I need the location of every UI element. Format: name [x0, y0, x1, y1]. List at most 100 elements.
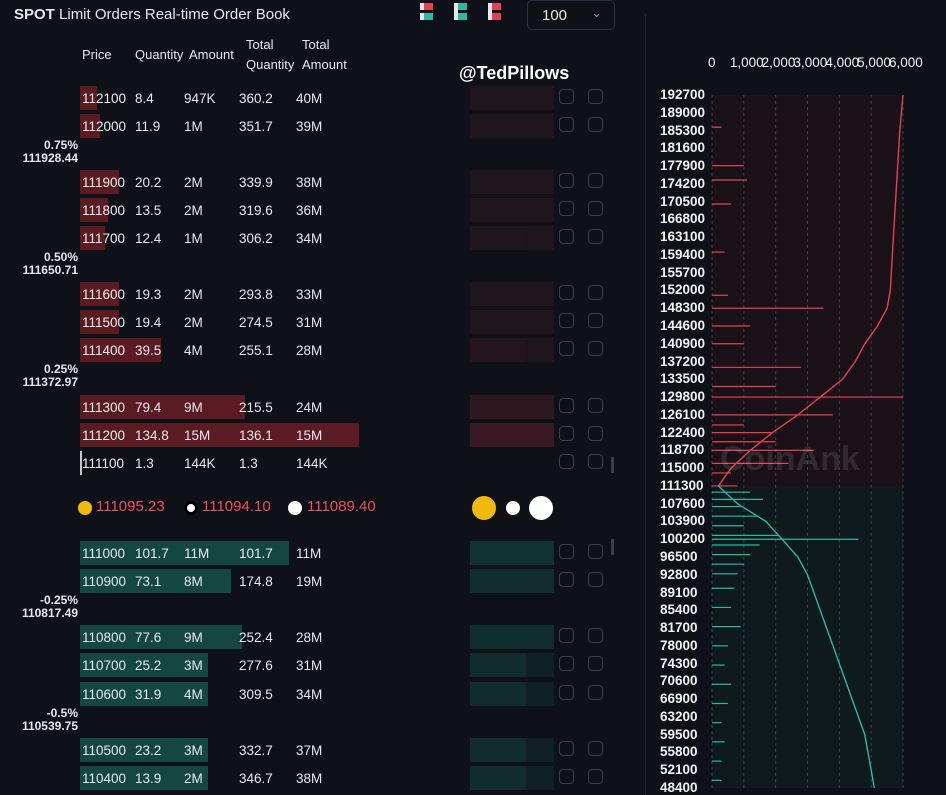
- ask-price: 111300: [82, 400, 126, 415]
- bid-price: 110500: [82, 743, 127, 758]
- ask-quantity: 134.8: [135, 428, 169, 443]
- ask-price: 111500: [82, 315, 126, 330]
- row-checkbox[interactable]: [588, 572, 603, 587]
- exchange-depth-mark: [470, 198, 498, 222]
- ask-total-amount: 38M: [296, 175, 323, 190]
- bid-quantity: 77.6: [135, 630, 162, 645]
- row-checkbox[interactable]: [559, 628, 574, 643]
- ask-total-amount: 144K: [296, 456, 328, 471]
- ask-amount: 9M: [184, 400, 203, 415]
- bybit-filter-icon[interactable]: [529, 496, 553, 520]
- bid-price: 111000: [82, 546, 126, 561]
- ask-depth-bar: [80, 338, 161, 362]
- y-tick-label: 92800: [660, 566, 698, 582]
- ask-depth-bar: [80, 423, 359, 447]
- row-checkbox[interactable]: [588, 229, 603, 244]
- exchange-depth-mark: [526, 738, 554, 762]
- ask-depth-bar: [80, 198, 108, 222]
- row-checkbox[interactable]: [559, 285, 574, 300]
- ask-row: 111500 19.4 2M 274.5 31M: [80, 310, 620, 334]
- bid-amount: 11M: [184, 546, 210, 561]
- y-tick-label: 59500: [660, 726, 698, 742]
- exchange-depth-mark: [498, 423, 526, 447]
- ask-total-quantity: 215.5: [239, 400, 273, 415]
- bid-amount: 3M: [184, 743, 203, 758]
- exchange-depth-mark: [498, 682, 526, 706]
- ask-price: 111800: [82, 203, 126, 218]
- row-checkbox[interactable]: [588, 685, 603, 700]
- scrollbar-handle[interactable]: [611, 539, 614, 555]
- row-checkbox[interactable]: [588, 89, 603, 104]
- row-checkbox[interactable]: [559, 685, 574, 700]
- row-checkbox[interactable]: [588, 201, 603, 216]
- ask-depth-bar: [80, 282, 120, 306]
- row-checkbox[interactable]: [559, 229, 574, 244]
- binance-filter-icon[interactable]: [472, 496, 496, 520]
- row-checkbox[interactable]: [559, 544, 574, 559]
- row-checkbox[interactable]: [559, 201, 574, 216]
- row-checkbox[interactable]: [559, 173, 574, 188]
- y-tick-label: 129800: [660, 389, 706, 405]
- bid-total-quantity: 332.7: [239, 743, 273, 758]
- ask-amount: 1M: [184, 119, 203, 134]
- ask-total-quantity: 306.2: [239, 231, 273, 246]
- col-total-quantity-2: Quantity: [246, 57, 295, 72]
- x-tick-label: 2,000: [761, 55, 796, 70]
- asks-view-icon[interactable]: [488, 3, 501, 21]
- row-checkbox[interactable]: [588, 173, 603, 188]
- row-checkbox[interactable]: [559, 769, 574, 784]
- row-checkbox[interactable]: [559, 741, 574, 756]
- row-checkbox[interactable]: [559, 426, 574, 441]
- ask-amount: 1M: [184, 231, 203, 246]
- scrollbar-handle[interactable]: [611, 457, 614, 473]
- ask-total-quantity: 360.2: [239, 91, 273, 106]
- row-checkbox[interactable]: [588, 398, 603, 413]
- y-tick-label: 152000: [660, 282, 706, 298]
- y-tick-label: 70600: [660, 673, 698, 689]
- separator-percent: -0.5%: [46, 706, 78, 720]
- exchange-depth-mark: [498, 625, 526, 649]
- row-checkbox[interactable]: [559, 313, 574, 328]
- mixed-view-icon[interactable]: [420, 3, 433, 21]
- row-checkbox[interactable]: [559, 572, 574, 587]
- row-checkbox[interactable]: [588, 117, 603, 132]
- bid-total-amount: 28M: [296, 630, 323, 645]
- exchange-depth-mark: [498, 198, 526, 222]
- row-checkbox[interactable]: [588, 454, 603, 469]
- row-checkbox[interactable]: [559, 398, 574, 413]
- watermark: @TedPillows: [459, 63, 570, 83]
- col-total-quantity-1: Total: [246, 37, 274, 52]
- row-checkbox[interactable]: [588, 313, 603, 328]
- okx-filter-icon[interactable]: [501, 496, 525, 520]
- row-checkbox[interactable]: [588, 544, 603, 559]
- bid-amount: 4M: [184, 687, 203, 702]
- x-tick-label: 4,000: [825, 55, 860, 70]
- bids-view-icon[interactable]: [454, 3, 467, 21]
- exchange-depth-mark: [498, 738, 526, 762]
- row-checkbox[interactable]: [588, 769, 603, 784]
- bids-cumulative-line: [717, 485, 875, 789]
- bid-price: 110800: [82, 630, 127, 645]
- row-checkbox[interactable]: [588, 741, 603, 756]
- depth-select-value: 100: [542, 7, 568, 24]
- y-tick-label: 66900: [660, 691, 698, 707]
- row-checkbox[interactable]: [559, 341, 574, 356]
- row-checkbox[interactable]: [559, 656, 574, 671]
- ask-quantity: 12.4: [135, 231, 162, 246]
- y-tick-label: 122400: [660, 424, 706, 440]
- row-checkbox[interactable]: [559, 89, 574, 104]
- row-checkbox[interactable]: [588, 285, 603, 300]
- row-checkbox[interactable]: [559, 454, 574, 469]
- y-tick-label: 81700: [660, 620, 698, 636]
- exchange-depth-mark: [526, 86, 554, 110]
- row-checkbox[interactable]: [588, 656, 603, 671]
- row-checkbox[interactable]: [588, 341, 603, 356]
- row-checkbox[interactable]: [559, 117, 574, 132]
- exchange-depth-mark: [526, 338, 554, 362]
- depth-select[interactable]: 100 ⌄: [527, 0, 615, 30]
- row-checkbox[interactable]: [588, 426, 603, 441]
- row-checkbox[interactable]: [588, 628, 603, 643]
- exchange-depth-mark: [526, 226, 554, 250]
- binance-icon: [78, 501, 92, 515]
- ask-depth-bar: [80, 114, 100, 138]
